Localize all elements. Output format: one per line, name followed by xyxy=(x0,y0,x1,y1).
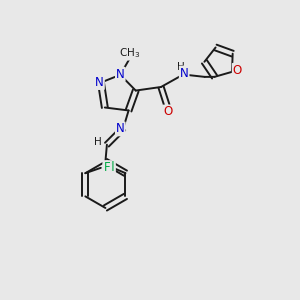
Text: H: H xyxy=(94,137,101,147)
Text: N: N xyxy=(116,68,125,81)
Text: H: H xyxy=(177,62,185,72)
Text: N: N xyxy=(95,76,104,89)
Text: N: N xyxy=(180,67,189,80)
Text: Cl: Cl xyxy=(103,161,115,174)
Text: O: O xyxy=(164,106,173,118)
Text: N: N xyxy=(116,122,125,135)
Text: F: F xyxy=(104,161,111,174)
Text: CH$_3$: CH$_3$ xyxy=(118,46,140,60)
Text: O: O xyxy=(233,64,242,77)
